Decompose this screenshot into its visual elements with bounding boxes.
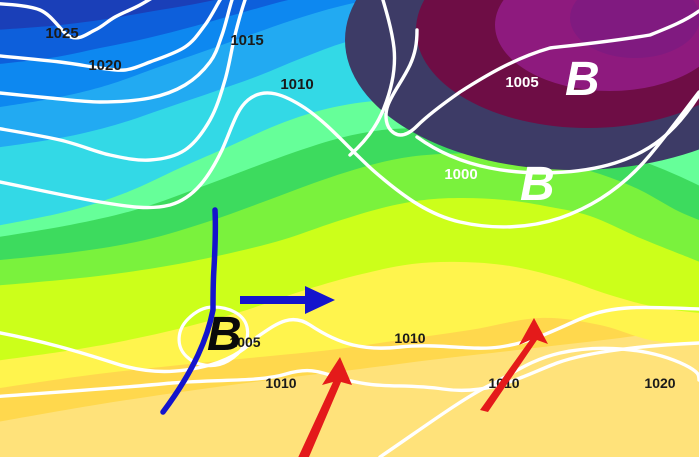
svg-text:1020: 1020 <box>88 57 121 74</box>
svg-text:B: B <box>207 308 242 361</box>
svg-text:1015: 1015 <box>230 32 263 49</box>
svg-text:1025: 1025 <box>45 25 78 42</box>
svg-text:B: B <box>520 158 555 211</box>
svg-text:1010: 1010 <box>280 76 313 93</box>
svg-text:1010: 1010 <box>265 375 296 391</box>
svg-text:1020: 1020 <box>644 375 675 391</box>
svg-text:1010: 1010 <box>394 330 425 346</box>
svg-text:1005: 1005 <box>505 74 538 91</box>
svg-text:1000: 1000 <box>444 166 477 183</box>
svg-text:B: B <box>565 53 600 106</box>
